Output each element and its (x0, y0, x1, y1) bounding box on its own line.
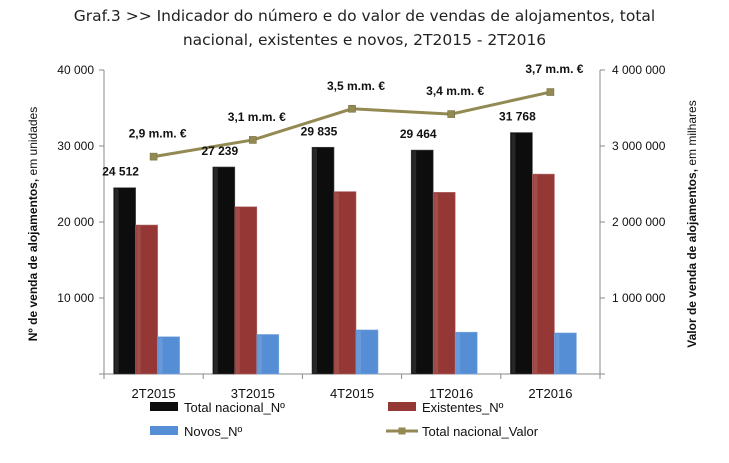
x-tick-label: 2T2016 (528, 386, 572, 401)
bar-existentes-n-1t2016 (432, 192, 456, 375)
value-marker-2t2016 (546, 88, 555, 96)
bar-highlight (412, 151, 417, 373)
x-tick-label: 3T2015 (231, 386, 275, 401)
bar-highlight (357, 330, 361, 373)
legend-existentes-n-swatch (388, 402, 416, 411)
y-axis-right-title: Valor de venda de alojamentos, em milhar… (685, 100, 699, 347)
legend-existentes-n-label: Existentes_Nº (422, 400, 504, 415)
bar-highlight (213, 167, 218, 373)
bar-novos-n-1t2016 (454, 331, 478, 375)
y-left-tick-label: 20 000 (57, 215, 94, 229)
value-data-label: 3,1 m.m. € (228, 110, 286, 124)
bar-novos-n-4t2015 (355, 329, 379, 375)
total-count-data-label: 29 835 (301, 124, 338, 138)
bar-highlight (434, 193, 439, 373)
bar-highlight (313, 148, 317, 373)
y-right-tick-label: 3 000 000 (612, 139, 666, 153)
x-tick-label: 2T2015 (132, 386, 176, 401)
bar-highlight (114, 188, 119, 373)
chart-title-line-2: nacional, existentes e novos, 2T2015 - 2… (182, 31, 547, 49)
y-right-tick-label: 2 000 000 (612, 215, 666, 229)
total-count-data-label: 27 239 (201, 144, 238, 158)
bar-highlight (533, 175, 538, 373)
bar-highlight (335, 192, 339, 373)
legend-total-nacional-valor-label: Total nacional_Valor (422, 424, 539, 439)
legend-total-nacional-n-swatch (150, 402, 178, 411)
legend-total-nacional-valor-swatch-marker (398, 427, 406, 435)
total-count-data-label: 31 768 (499, 110, 536, 124)
total-count-data-label: 29 464 (400, 127, 437, 141)
value-marker-1t2016 (447, 110, 456, 118)
y-axis-right-title-bold: Valor de venda de alojamentos, (685, 169, 699, 348)
legend-novos-n-swatch (150, 426, 178, 435)
value-data-label: 2,9 m.m. € (129, 127, 187, 141)
y-right-tick-label: 4 000 000 (612, 63, 666, 77)
y-axis-left-title-unit: em unidades (26, 107, 40, 179)
bar-novos-n-3t2015 (256, 334, 280, 375)
y-axis-left-title-bold: Nº de venda de alojamentos, (26, 179, 40, 341)
chart-title: Graf.3 >> Indicador do número e do valor… (0, 4, 729, 52)
bar-existentes-n-3t2015 (234, 206, 258, 375)
y-right-tick-label: 1 000 000 (612, 291, 666, 305)
bar-highlight (235, 207, 240, 373)
value-marker-3t2015 (249, 136, 257, 144)
bars (113, 132, 577, 375)
chart-title-line-1: Graf.3 >> Indicador do número e do valor… (73, 7, 656, 25)
y-left-tick-label: 30 000 (57, 139, 94, 153)
value-marker-4t2015 (348, 104, 356, 113)
x-tick-label: 4T2015 (330, 386, 374, 401)
value-line-series (149, 88, 555, 161)
axes: 10 000 20 000 30 000 40 000 1 000 000 2 000 0… (26, 63, 699, 401)
bar-novos-n-2t2015 (157, 336, 180, 375)
bar-highlight (158, 337, 163, 373)
bar-novos-n-2t2016 (554, 332, 577, 375)
value-data-label: 3,4 m.m. € (426, 84, 484, 98)
value-data-label: 3,5 m.m. € (327, 79, 385, 93)
y-left-tick-label: 40 000 (57, 63, 94, 77)
bar-highlight (456, 333, 461, 373)
bar-existentes-n-2t2016 (532, 173, 555, 375)
x-tick-label: 1T2016 (429, 386, 473, 401)
y-left-tick-label: 10 000 (57, 291, 94, 305)
y-axis-right-title-unit: em milhares (685, 100, 699, 169)
value-marker-2t2015 (149, 152, 158, 161)
bar-highlight (555, 333, 560, 373)
legend: Total nacional_Nº Existentes_Nº Novos_Nº To… (150, 400, 539, 439)
value-data-label: 3,7 m.m. € (525, 62, 583, 76)
bar-existentes-n-2t2015 (135, 224, 158, 375)
bar-highlight (136, 226, 141, 373)
total-count-data-label: 24 512 (102, 165, 139, 179)
legend-novos-n-label: Novos_Nº (184, 424, 242, 439)
y-axis-left-title: Nº de venda de alojamentos, em unidades (26, 107, 40, 341)
bar-highlight (511, 133, 516, 373)
legend-total-nacional-n-label: Total nacional_Nº (184, 400, 285, 415)
bar-highlight (257, 335, 262, 373)
bar-existentes-n-4t2015 (333, 191, 357, 375)
data-labels: 24 512 27 239 29 835 29 464 31 768 2,9 m.m. €… (102, 62, 583, 179)
